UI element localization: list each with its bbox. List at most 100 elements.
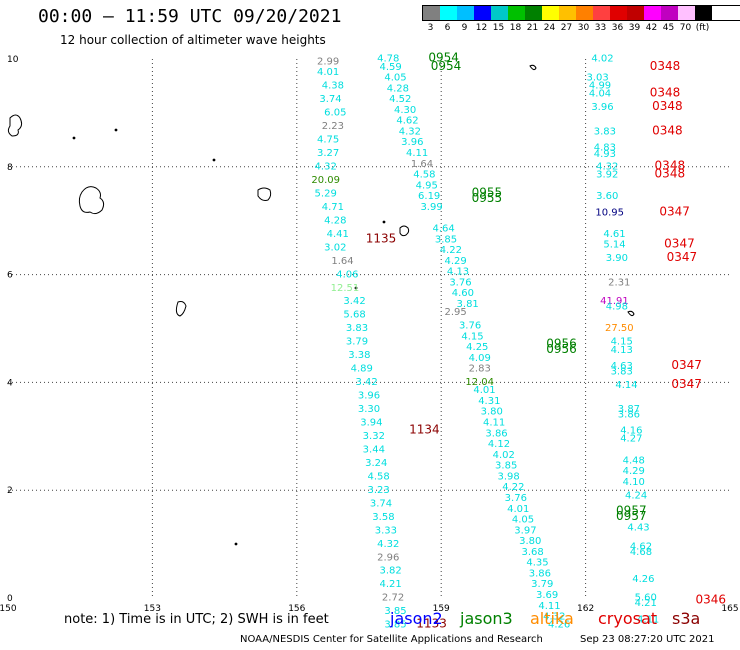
- atoll-dot: [212, 158, 216, 162]
- satellite-cryosat: cryosat: [598, 609, 658, 628]
- wave-height-label: 4.02: [493, 450, 515, 461]
- wave-height-label: 3.44: [363, 444, 385, 455]
- wave-height-label: 4.06: [336, 269, 358, 280]
- atoll-dot: [382, 220, 386, 224]
- atoll-dot: [114, 128, 118, 132]
- x-tick-label: 162: [577, 604, 594, 614]
- wave-height-label: 2.23: [322, 121, 344, 132]
- pass-time-label: 1133: [416, 617, 447, 631]
- y-tick-label: 2: [7, 486, 13, 496]
- legend-label: 6: [444, 23, 451, 33]
- wave-height-label: 2.96: [377, 552, 399, 563]
- wave-height-label: 3.96: [358, 391, 380, 402]
- legend-swatch: [695, 6, 712, 20]
- wave-height-label: 3.81: [457, 299, 479, 310]
- wave-height-label: 4.01: [473, 385, 495, 396]
- pass-time-label: 0955: [472, 191, 503, 205]
- wave-height-label: 3.32: [363, 431, 385, 442]
- wave-height-label: 4.11: [637, 614, 659, 625]
- wave-height-label: 3.79: [531, 579, 553, 590]
- wave-height-label: 3.60: [596, 191, 618, 202]
- wave-height-label: 4.09: [469, 353, 491, 364]
- wave-height-label: 12.51: [331, 283, 360, 294]
- y-tick-label: 4: [7, 378, 13, 388]
- y-tick-label: 10: [7, 55, 19, 65]
- wave-height-label: 4.60: [452, 288, 474, 299]
- wave-height-label: 4.78: [377, 54, 399, 65]
- pass-time-label: 0347: [664, 237, 695, 251]
- wave-height-label: 4.41: [327, 229, 349, 240]
- wave-height-label: 4.22: [502, 482, 524, 493]
- satellite-altika: altika: [530, 609, 574, 628]
- wave-height-label: 3.85: [384, 620, 406, 631]
- x-tick-label: 153: [144, 604, 161, 614]
- wave-height-label: 3.97: [514, 525, 536, 536]
- wave-height-label: 4.13: [447, 267, 469, 278]
- wave-height-label: 4.63: [611, 361, 633, 372]
- generated-timestamp: Sep 23 08:27:20 UTC 2021: [580, 634, 715, 645]
- wave-height-label: 4.62: [630, 541, 652, 552]
- wave-height-label: 3.74: [370, 498, 392, 509]
- legend-swatch: [423, 6, 440, 20]
- pass-time-label: 0348: [650, 59, 681, 73]
- pass-time-label: 0957: [616, 509, 647, 523]
- wave-height-label: 1.64: [411, 159, 433, 170]
- wave-height-label: 4.52: [389, 94, 411, 105]
- wave-height-label: 4.59: [380, 62, 402, 73]
- pass-time-label: 0348: [652, 123, 683, 137]
- legend-swatch: [576, 6, 593, 20]
- wave-height-label: 3.03: [587, 73, 609, 84]
- legend-swatch: [457, 6, 474, 20]
- pass-time-label: 0954: [428, 51, 459, 65]
- wave-height-label: 2.31: [608, 277, 630, 288]
- wave-height-label: 4.14: [615, 380, 637, 391]
- x-tick-label: 165: [721, 604, 738, 614]
- credit-line: NOAA/NESDIS Center for Satellite Applica…: [240, 634, 543, 645]
- pass-time-label: 0956: [546, 336, 577, 350]
- island-outline: [78, 186, 105, 215]
- pass-time-label: 0346: [695, 592, 726, 606]
- wave-height-label: 4.61: [603, 229, 625, 240]
- wave-height-label: 3.83: [346, 323, 368, 334]
- wave-height-label: 4.89: [351, 364, 373, 375]
- wave-height-label: 4.98: [606, 302, 628, 313]
- pass-time-label: 0348: [655, 158, 686, 172]
- legend-label: 21: [526, 23, 539, 33]
- wave-height-label: 4.32: [596, 161, 618, 172]
- wave-height-label: 20.09: [311, 175, 340, 186]
- wave-height-label: 4.05: [384, 73, 406, 84]
- wave-height-label: 4.22: [440, 245, 462, 256]
- wave-height-label: 3.82: [380, 566, 402, 577]
- wave-height-label: 6.19: [418, 191, 440, 202]
- satellite-s3a: s3a: [672, 609, 701, 628]
- wave-height-label: 3.85: [495, 461, 517, 472]
- legend-label: 42: [645, 23, 658, 33]
- wave-height-label: 3.30: [358, 404, 380, 415]
- wave-height-label: 4.58: [367, 471, 389, 482]
- wave-height-label: 12.04: [465, 377, 494, 388]
- wave-height-label: 4.32: [543, 612, 565, 623]
- pass-time-label: 0348: [650, 86, 681, 100]
- wave-height-label: 3.85: [384, 606, 406, 617]
- legend-labels: 3 6 9 12 15 18 21 24 27 30 33 36 39 42 45 70 (ft): [422, 23, 740, 35]
- island-outline: [399, 225, 410, 237]
- pass-time-label: 0347: [671, 377, 702, 391]
- wave-height-label: 4.11: [483, 418, 505, 429]
- wave-height-label: 4.68: [630, 547, 652, 558]
- wave-height-label: 3.76: [505, 493, 527, 504]
- legend-swatch: [610, 6, 627, 20]
- legend-label: 24: [543, 23, 556, 33]
- island-outline: [627, 310, 635, 317]
- wave-height-label: 3.76: [449, 277, 471, 288]
- wave-height-label: 3.87: [618, 404, 640, 415]
- wave-height-label: 4.04: [589, 89, 611, 100]
- wave-height-label: 3.80: [519, 536, 541, 547]
- island-outline: [257, 187, 272, 201]
- legend-label: 15: [492, 23, 505, 33]
- wave-height-label: 4.32: [315, 161, 337, 172]
- pass-time-label: 1135: [366, 231, 397, 245]
- pass-time-label: 0347: [667, 250, 698, 264]
- wave-height-label: 4.02: [591, 54, 613, 65]
- wave-height-label: 3.83: [594, 126, 616, 137]
- wave-height-label: 4.83: [594, 143, 616, 154]
